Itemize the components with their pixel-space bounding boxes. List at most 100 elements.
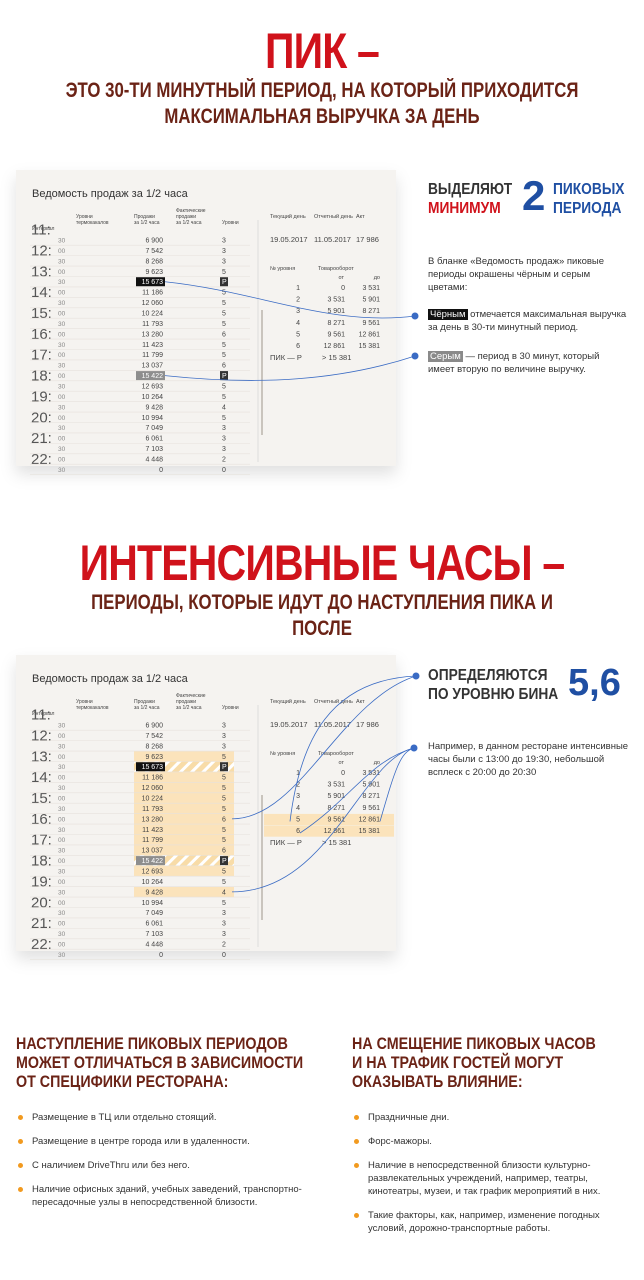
row-minute: 30 bbox=[58, 806, 66, 813]
row-sales: 6 061 bbox=[145, 921, 163, 928]
row-level: 5 bbox=[222, 869, 226, 876]
summary-value: 17 986 bbox=[356, 235, 379, 244]
row-minute: 00 bbox=[58, 858, 66, 865]
level-cell: 1 bbox=[296, 770, 300, 777]
row-sales: 8 268 bbox=[145, 743, 163, 750]
intensive-title: ИНТЕНСИВНЫЕ ЧАСЫ – bbox=[79, 535, 566, 591]
level-cell: 15 381 bbox=[359, 343, 381, 350]
level-highlight bbox=[264, 813, 394, 826]
level-cell: 4 bbox=[296, 805, 300, 812]
hour-label: 22: bbox=[31, 936, 52, 953]
row-minute: 00 bbox=[58, 331, 66, 338]
level-cell: 12 861 bbox=[324, 343, 346, 350]
connector bbox=[231, 675, 417, 820]
summary-header: Текущий день bbox=[270, 213, 306, 220]
row-level: 5 bbox=[222, 311, 226, 318]
callout-line: МИНИМУМ bbox=[428, 200, 501, 217]
connector bbox=[299, 747, 415, 834]
row-sales: 9 623 bbox=[145, 754, 163, 761]
row-level: 3 bbox=[222, 733, 226, 740]
levels-header: № уровня bbox=[270, 751, 295, 757]
row-sales: 7 103 bbox=[145, 446, 163, 453]
level-cell: 5 bbox=[296, 816, 300, 823]
row-minute: 30 bbox=[58, 467, 66, 474]
row-minute: 30 bbox=[58, 785, 66, 792]
intensive-example: Например, в данном ресторане интенсивные… bbox=[428, 741, 629, 778]
row-sales: 4 448 bbox=[145, 457, 163, 464]
row-minute: 00 bbox=[58, 352, 66, 359]
row-sales: 10 994 bbox=[142, 415, 164, 422]
hour-label: 20: bbox=[31, 894, 52, 911]
subtitle-line: ЭТО 30-ТИ МИНУТНЫЙ ПЕРИОД, НА КОТОРЫЙ ПР… bbox=[65, 79, 579, 102]
hour-label: 12: bbox=[31, 242, 52, 259]
row-level: 4 bbox=[222, 889, 226, 896]
callout-line: ПИКОВЫХ bbox=[553, 181, 625, 198]
peak-level bbox=[220, 277, 228, 287]
row-sales: 10 224 bbox=[142, 796, 164, 803]
intense-highlight bbox=[134, 803, 234, 814]
summary-value: 19.05.2017 bbox=[270, 235, 308, 244]
sheet-header: продажи bbox=[176, 699, 196, 705]
row-sales: 10 994 bbox=[142, 900, 164, 907]
hour-label: 13: bbox=[31, 263, 52, 280]
level-cell: 3 bbox=[296, 793, 300, 800]
row-level: 2 bbox=[222, 942, 226, 949]
row-sales: 15 422 bbox=[142, 858, 164, 865]
row-level: 5 bbox=[222, 827, 226, 834]
factors-left: НАСТУПЛЕНИЕ ПИКОВЫХ ПЕРИОДОВ МОЖЕТ ОТЛИЧ… bbox=[16, 1034, 358, 1220]
summary-value: 11.05.2017 bbox=[314, 235, 351, 244]
row-level: 5 bbox=[222, 879, 226, 886]
row-sales: 11 423 bbox=[142, 342, 163, 349]
level-cell: 5 901 bbox=[327, 308, 345, 315]
row-sales: 11 793 bbox=[142, 321, 163, 328]
factor-item: Наличие в непосредственной близости куль… bbox=[352, 1159, 637, 1198]
row-minute: 30 bbox=[58, 384, 66, 391]
row-sales: 7 049 bbox=[145, 910, 163, 917]
row-minute: 00 bbox=[58, 290, 66, 297]
row-sales: 12 693 bbox=[142, 384, 164, 391]
hour-label: 17: bbox=[31, 347, 52, 364]
row-minute: 00 bbox=[58, 394, 66, 401]
level-cell: 8 271 bbox=[362, 308, 380, 315]
black-tag: Чёрным bbox=[428, 309, 468, 320]
row-level: 5 bbox=[222, 384, 226, 391]
level-cell: 5 bbox=[296, 331, 300, 338]
row-minute: 00 bbox=[58, 879, 66, 886]
subtitle-line: МАКСИМАЛЬНАЯ ВЫРУЧКА ЗА ДЕНЬ bbox=[164, 105, 480, 128]
sheet-header: Фактические bbox=[176, 693, 206, 699]
row-minute: 30 bbox=[58, 952, 66, 959]
summary-header: Текущий день bbox=[270, 698, 306, 705]
factors-right: НА СМЕЩЕНИЕ ПИКОВЫХ ЧАСОВ И НА ТРАФИК ГО… bbox=[352, 1034, 642, 1246]
intensive-subtitle: ПЕРИОДЫ, КОТОРЫЕ ИДУТ ДО НАСТУПЛЕНИЯ ПИК… bbox=[91, 591, 553, 640]
connector bbox=[164, 355, 416, 381]
row-sales: 7 542 bbox=[145, 733, 163, 740]
intense-highlight bbox=[134, 771, 234, 783]
peak-label: ПИК — Р bbox=[270, 838, 302, 847]
row-minute: 00 bbox=[58, 942, 66, 949]
levels-subheader: до bbox=[374, 275, 380, 281]
summary-value: 17 986 bbox=[356, 720, 379, 729]
row-sales: 7 049 bbox=[145, 425, 163, 432]
row-minute: 30 bbox=[58, 363, 66, 370]
row-level: 5 bbox=[222, 300, 226, 307]
peak-level bbox=[220, 856, 228, 866]
intense-highlight bbox=[134, 751, 234, 762]
level-cell: 6 bbox=[296, 828, 300, 835]
peak-cell bbox=[136, 762, 165, 772]
row-minute: 00 bbox=[58, 269, 66, 276]
heading-line: ОКАЗЫВАТЬ ВЛИЯНИЕ: bbox=[352, 1072, 523, 1091]
level-cell: 8 271 bbox=[327, 320, 345, 327]
intense-highlight bbox=[134, 855, 234, 866]
sheet-header: Уровни bbox=[222, 220, 239, 226]
row-minute: 30 bbox=[58, 238, 66, 245]
peak-subtitle: ЭТО 30-ТИ МИНУТНЫЙ ПЕРИОД, НА КОТОРЫЙ ПР… bbox=[64, 78, 579, 130]
row-level: 3 bbox=[222, 238, 226, 245]
peak-label: ПИК — Р bbox=[270, 353, 302, 362]
intense-highlight bbox=[134, 813, 234, 825]
row-level: 3 bbox=[222, 425, 226, 432]
hour-label: 19: bbox=[31, 388, 52, 405]
row-minute: 30 bbox=[58, 827, 66, 834]
sheet-header: термокакалов bbox=[76, 705, 109, 711]
row-sales: 10 224 bbox=[142, 311, 164, 318]
row-minute: 30 bbox=[58, 404, 66, 411]
